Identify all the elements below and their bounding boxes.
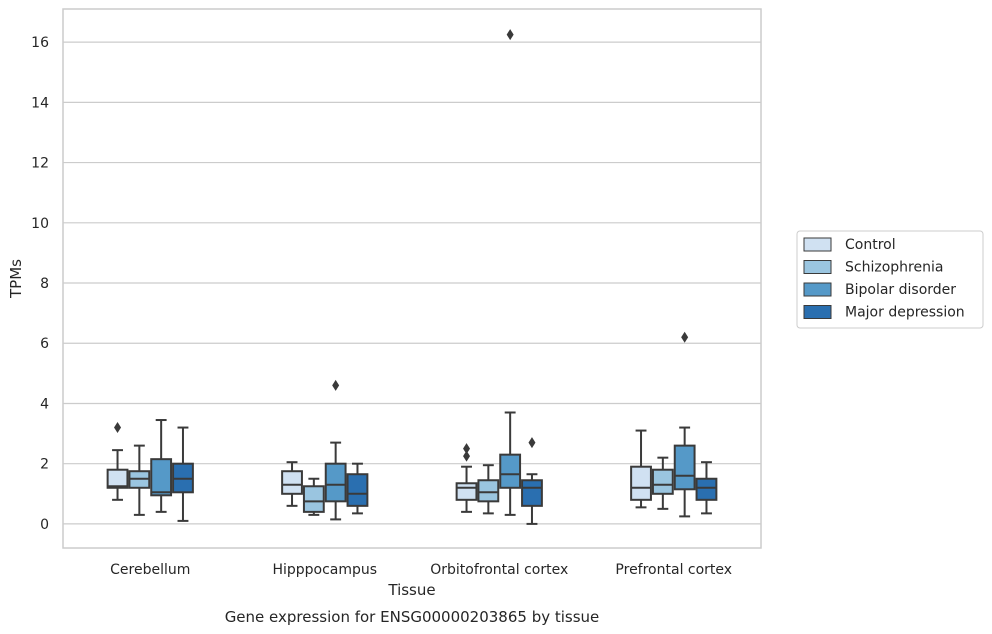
box-3-1: [651, 456, 674, 510]
box-2-2: [499, 29, 522, 516]
legend-label: Schizophrenia: [845, 260, 943, 276]
box-3-3: [695, 461, 718, 515]
legend-swatch: [803, 305, 832, 319]
y-tick-labels: 0 2 4 6 8 10 12 14 16: [31, 35, 49, 533]
iqr-box: [106, 468, 129, 489]
legend-label: Bipolar disorder: [845, 282, 956, 298]
iqr-box: [651, 468, 674, 495]
outlier-point: [463, 450, 471, 462]
iqr-box: [302, 485, 325, 513]
x-tick-label: Prefrontal cortex: [615, 562, 732, 578]
y-tick-label: 10: [31, 216, 49, 232]
x-tick-labels: Cerebellum Hipppocampus Orbitofrontal cort…: [110, 562, 732, 578]
legend-swatch: [803, 260, 832, 274]
y-axis-label: TPMs: [7, 259, 25, 299]
legend-label: Control: [845, 237, 896, 253]
box-0-2: [150, 419, 173, 513]
iqr-box: [695, 477, 718, 501]
outlier-point: [114, 422, 122, 434]
box-1-3: [346, 462, 369, 515]
legend-label: Major depression: [845, 305, 965, 321]
box-1-0: [281, 461, 303, 507]
y-tick-label: 4: [40, 396, 49, 412]
gridlines: [63, 41, 761, 525]
x-axis-label: Tissue: [387, 581, 435, 599]
y-tick-label: 8: [40, 276, 49, 292]
y-tick-label: 6: [40, 336, 49, 352]
box-3-2: [673, 331, 696, 518]
legend-frame: [796, 230, 984, 329]
box-0-0: [106, 422, 129, 501]
y-tick-label: 12: [31, 156, 49, 172]
iqr-box: [673, 444, 696, 491]
box-0-3: [172, 426, 194, 522]
outlier-point: [681, 331, 689, 343]
box-2-1: [477, 464, 500, 515]
iqr-box: [630, 465, 652, 501]
outlier-point: [332, 379, 340, 391]
legend-swatch: [803, 282, 832, 297]
box-2-3: [521, 437, 543, 525]
boxes-layer: [106, 29, 718, 525]
iqr-box: [324, 462, 347, 503]
outlier-point: [528, 437, 536, 449]
iqr-box: [455, 482, 478, 501]
box-3-0: [630, 429, 652, 509]
y-tick-label: 14: [31, 95, 49, 111]
x-tick-label: Cerebellum: [110, 562, 190, 578]
box-0-1: [128, 444, 151, 516]
y-tick-label: 16: [31, 35, 49, 51]
chart-caption: Gene expression for ENSG00000203865 by t…: [225, 608, 600, 626]
iqr-box: [281, 470, 303, 495]
outlier-point: [506, 29, 514, 41]
legend: Control Schizophrenia Bipolar disorder Majo…: [796, 230, 984, 329]
iqr-box: [346, 473, 369, 507]
iqr-box: [499, 453, 522, 489]
plot-area-frame: [62, 8, 762, 549]
x-tick-label: Orbitofrontal cortex: [430, 562, 568, 578]
y-tick-label: 2: [40, 457, 49, 473]
legend-swatch: [803, 237, 832, 252]
box-2-0: [455, 443, 478, 513]
outlier-point: [463, 443, 471, 455]
iqr-box: [521, 479, 543, 507]
box-1-2: [324, 379, 347, 521]
x-tick-label: Hipppocampus: [272, 562, 377, 578]
y-tick-label: 0: [40, 517, 49, 533]
iqr-box: [150, 458, 173, 497]
iqr-box: [477, 479, 500, 503]
box-1-1: [302, 477, 325, 516]
